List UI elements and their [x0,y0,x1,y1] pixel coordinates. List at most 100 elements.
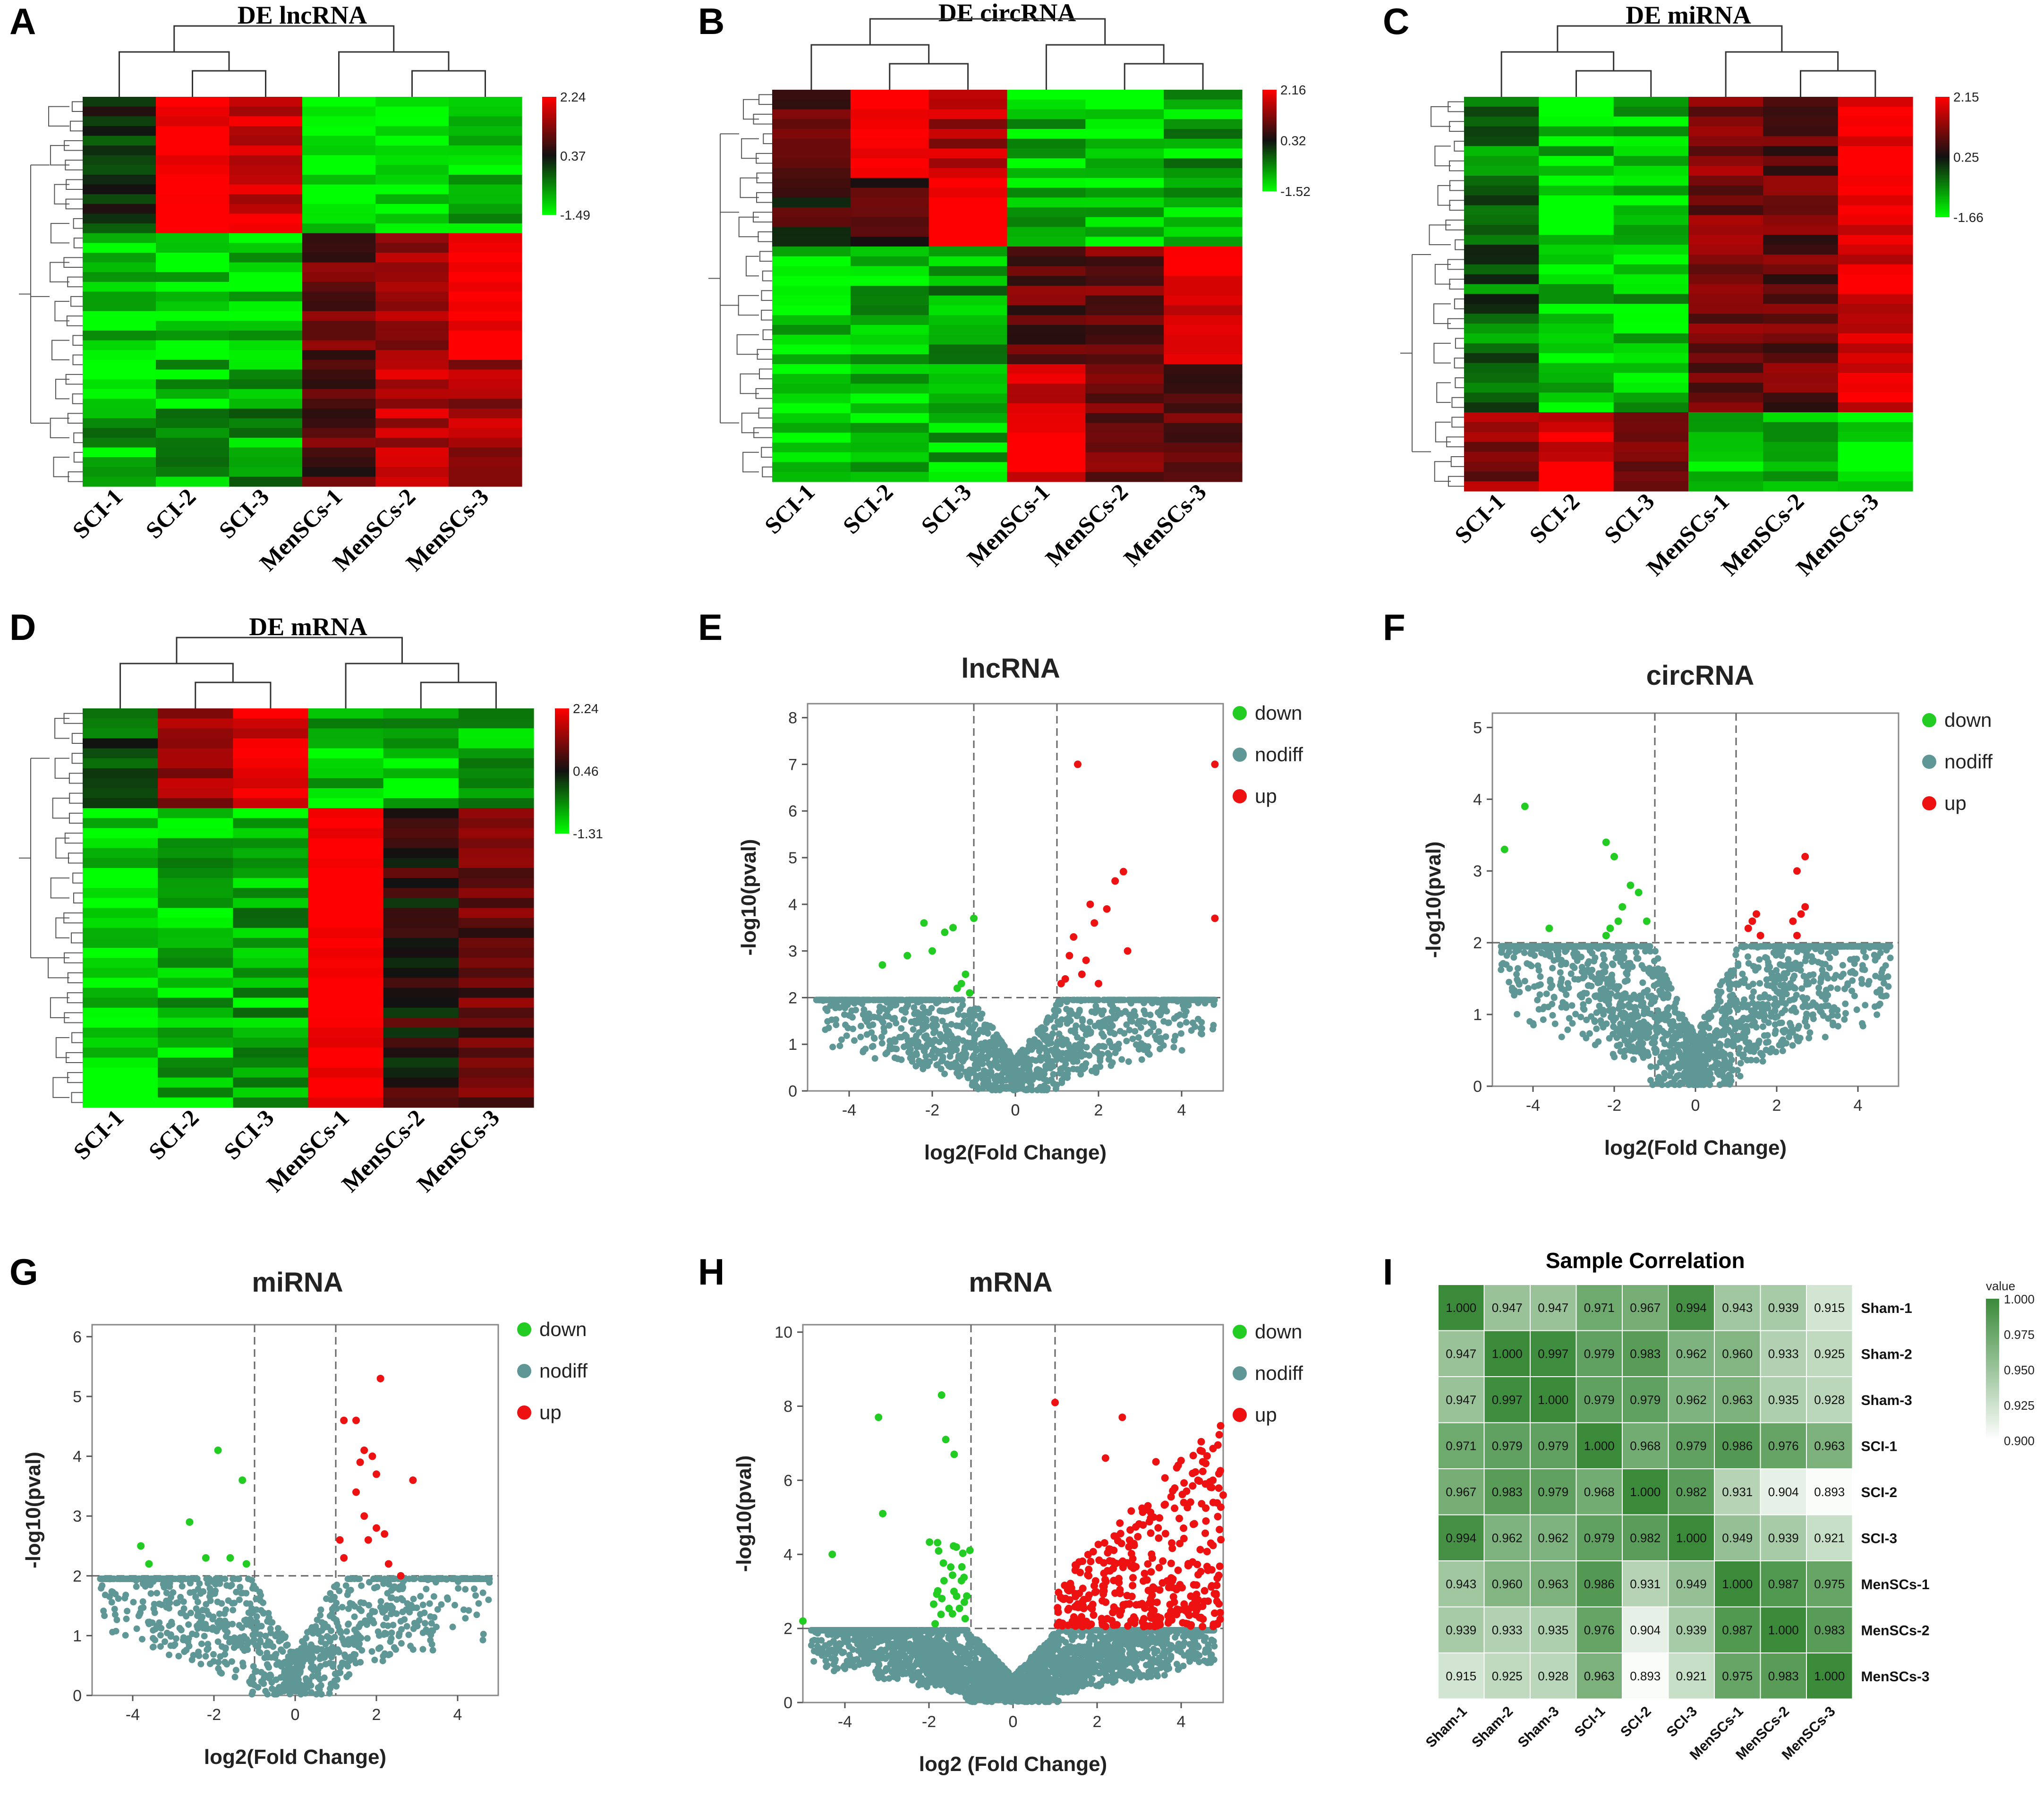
nodiff-point [1874,943,1881,950]
heat-cell [302,399,376,409]
nodiff-point [1734,1067,1741,1074]
down-point [1627,881,1635,889]
heat-cell [1763,205,1839,216]
heat-cell [928,315,1008,325]
nodiff-point [1716,1067,1723,1074]
heat-cell [233,1057,309,1068]
nodiff-point [1178,1047,1185,1054]
nodiff-point [838,996,845,1004]
heat-cell [1688,146,1763,156]
nodiff-point [1620,1032,1627,1039]
heat-cell [229,301,303,312]
heat-cell [83,858,158,868]
nodiff-point [863,996,870,1004]
nodiff-point [1499,943,1506,950]
heat-cell [1613,294,1689,304]
heat-cell [449,418,522,428]
heat-cell [1085,148,1164,159]
nodiff-point [1581,970,1588,977]
y-tick-label: 8 [788,709,797,727]
heat-cell [850,423,929,433]
heat-cell [1539,146,1614,156]
nodiff-point [1794,1025,1801,1032]
heat-cell [156,340,230,350]
heat-cell [850,433,929,443]
nodiff-point [1051,1006,1058,1013]
volcano-title: lncRNA [961,653,1060,684]
heat-cell [772,472,851,482]
heat-cell [772,187,851,198]
heat-cell [1085,433,1164,443]
legend-label-down: down [1255,702,1302,724]
nodiff-point [1135,1018,1142,1025]
heat-cell [308,937,384,948]
heat-cell [383,848,459,859]
nodiff-point [934,1061,941,1068]
heat-cell [233,828,309,839]
heat-cell [156,155,230,165]
legend-label-down: down [1944,709,1992,731]
nodiff-point [249,1585,256,1592]
heat-cell [1164,227,1243,237]
heat-cell [375,145,449,156]
heat-cell [83,1017,158,1028]
up-point [1070,933,1078,941]
down-point [953,984,961,992]
heat-cell [229,437,303,448]
heat-cell [458,888,534,898]
nodiff-point [928,1005,935,1012]
heat-cell [1613,205,1689,216]
heat-cell [158,968,233,978]
heat-cell [1613,264,1689,275]
heat-cell [458,758,534,769]
heat-cell [1613,245,1689,255]
nodiff-point [1031,1042,1038,1049]
heat-cell [1085,237,1164,247]
heat-cell [83,359,156,370]
nodiff-point [1683,1021,1690,1028]
heat-cell [158,1047,233,1058]
nodiff-point [1703,1072,1711,1079]
nodiff-point [1133,996,1140,1004]
nodiff-point [1048,1039,1055,1047]
nodiff-point [1640,1010,1647,1017]
nodiff-point [999,1040,1006,1047]
heat-cell [1838,126,1913,137]
heat-cell [383,1077,459,1088]
up-point [1801,852,1809,860]
nodiff-point [1814,1004,1821,1011]
heat-cell [156,97,230,107]
nodiff-point [1771,979,1779,987]
nodiff-point [1862,954,1869,961]
heat-cell [302,184,376,195]
nodiff-point [1725,1026,1732,1033]
nodiff-point [1832,949,1839,956]
heat-cell [229,106,303,117]
heat-cell [1464,215,1539,225]
heat-cell [383,868,459,878]
nodiff-point [1762,954,1769,961]
nodiff-point [1051,1024,1058,1031]
nodiff-point [937,1065,945,1073]
nodiff-point [1082,996,1089,1004]
nodiff-point [1621,978,1628,985]
nodiff-point [1840,971,1847,978]
nodiff-point [1726,1017,1733,1024]
heat-cell [772,325,851,335]
heat-cell [156,418,230,428]
nodiff-point [256,1589,263,1596]
heat-cell [1085,217,1164,228]
nodiff-point [1100,996,1107,1004]
nodiff-point [1535,967,1542,974]
heat-cell [1688,442,1763,452]
heat-cell [1613,412,1689,423]
y-tick-label: 1 [788,1036,797,1054]
heat-cell [1464,284,1539,295]
heat-cell [1007,158,1086,169]
heat-cell [1763,442,1839,452]
heat-cell [928,256,1008,267]
heat-cell [156,457,230,468]
